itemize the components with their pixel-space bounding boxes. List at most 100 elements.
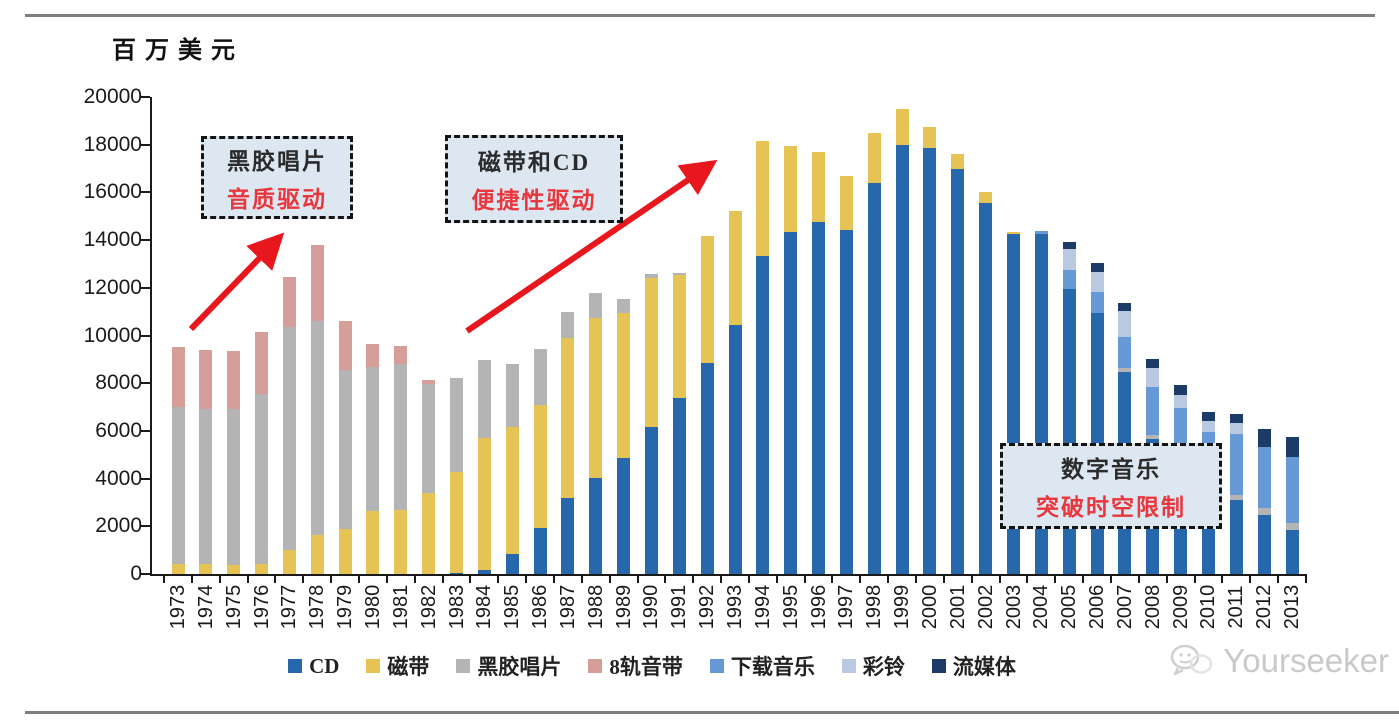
y-axis-tick [141,573,150,575]
y-axis-tick [141,334,150,337]
x-axis-year-label: 1996 [807,584,830,630]
bar-segment-磁带-1975 [227,564,241,574]
bar-segment-磁带-1974 [199,564,213,574]
watermark: Yourseeker [1165,641,1389,681]
bar-segment-磁带-2001 [951,154,965,170]
x-axis-year-label: 1979 [334,584,357,630]
bar-segment-CD-1998 [867,183,881,574]
callout-cd-title: 磁带和CD [477,150,591,175]
x-axis-tick [413,576,416,583]
bar-segment-磁带-1993 [728,211,742,325]
legend-swatch-8轨音带 [588,659,603,673]
x-axis-tick [942,576,945,583]
bar-segment-彩铃-2009 [1174,394,1188,409]
x-axis-tick [1082,576,1085,583]
bar-segment-彩铃-2011 [1229,423,1243,435]
bar-segment-黑胶唱片-1977 [282,327,296,551]
legend-swatch-磁带 [366,659,381,673]
y-axis-tick [141,525,150,528]
bar-segment-黑胶唱片-1991 [672,273,686,276]
x-axis-year-label: 2001 [946,584,969,630]
bar-segment-8轨音带-1977 [282,276,296,328]
x-axis-year-label: 1985 [501,584,524,630]
bar-segment-CD-2013 [1285,529,1299,574]
x-axis-tick [998,576,1001,583]
x-axis-line [150,574,1307,576]
bar-segment-流媒体-2005 [1062,241,1076,250]
bar-segment-黑胶唱片-2008 [1146,434,1160,440]
bar-segment-CD-2001 [951,169,965,574]
x-axis-year-label: 1976 [250,584,273,630]
bar-segment-黑胶唱片-2012 [1257,508,1271,516]
x-axis-year-label: 1993 [724,584,746,630]
x-axis-year-label: 1983 [445,584,468,630]
x-axis-year-label: 1981 [389,584,412,630]
bar-segment-黑胶唱片-1981 [394,363,408,510]
bar-segment-8轨音带-1975 [227,350,241,410]
y-axis-tick-label: 12000 [83,275,142,299]
bar-segment-磁带-1997 [839,175,853,231]
x-axis-tick [692,576,695,583]
bar-segment-磁带-1987 [561,338,575,499]
x-axis-year-label: 1973 [167,584,189,630]
wechat-icon [1171,644,1213,676]
bar-segment-磁带-1998 [867,133,881,184]
bar-segment-8轨音带-1973 [171,347,185,408]
legend-item-黑胶唱片: 黑胶唱片 [456,651,561,681]
bar-segment-黑胶唱片-1989 [617,299,631,313]
x-axis-tick [358,576,361,583]
x-axis-tick [1304,576,1307,583]
x-axis-tick [190,576,193,583]
bar-segment-磁带-1979 [338,528,352,574]
bar-segment-流媒体-2011 [1229,414,1243,424]
y-axis-tick-label: 14000 [83,228,142,252]
bar-segment-下载音乐-2013 [1285,457,1299,524]
chart-legend: CD 磁带 黑胶唱片 8轨音带 下载音乐 彩铃 流媒体 [152,651,1152,681]
bar-segment-磁带-1982 [422,492,436,574]
x-axis-year-label: 2010 [1197,584,1220,630]
bar-segment-流媒体-2013 [1285,437,1299,458]
x-axis-year-label: 1978 [306,584,329,630]
x-axis-tick [887,576,890,583]
x-axis-year-label: 2006 [1086,584,1109,630]
legend-item-磁带: 磁带 [366,651,429,681]
x-axis-year-label: 2002 [974,584,997,630]
x-axis-tick [664,576,667,583]
bar-segment-磁带-1991 [672,275,686,398]
bar-segment-磁带-1986 [533,404,547,529]
y-axis-line [150,97,152,576]
x-axis-year-label: 2008 [1141,584,1164,630]
x-axis-year-label: 1986 [529,584,552,630]
bar-segment-黑胶唱片-1973 [171,407,185,564]
y-axis-tick [141,382,150,385]
x-axis-year-label: 1980 [361,584,384,630]
x-axis-tick [218,576,221,583]
bar-segment-CD-1988 [589,478,603,574]
bar-segment-8轨音带-1980 [366,344,380,368]
x-axis-year-label: 1990 [640,584,663,630]
legend-label: 黑胶唱片 [477,655,562,679]
x-axis-tick [831,576,834,583]
x-axis-tick [385,576,388,583]
x-axis-tick [775,576,778,583]
bar-segment-下载音乐-2012 [1257,446,1271,509]
x-axis-tick [859,576,862,583]
bar-segment-8轨音带-1981 [394,346,408,364]
bar-segment-黑胶唱片-1984 [477,360,491,438]
x-axis-tick [302,576,305,583]
callout-cd-subtitle: 便捷性驱动 [471,188,597,213]
bar-segment-CD-1990 [644,427,658,574]
bar-segment-磁带-1992 [700,235,714,364]
bar-segment-8轨音带-1982 [422,380,436,384]
y-axis-tick [141,477,150,480]
y-axis-tick-label: 20000 [83,85,142,108]
bar-segment-黑胶唱片-2013 [1285,523,1299,530]
bar-segment-彩铃-2006 [1090,271,1104,292]
bar-segment-彩铃-2008 [1146,368,1160,387]
bar-segment-黑胶唱片-1987 [561,312,575,339]
x-axis-tick [246,576,249,583]
legend-label: 流媒体 [952,655,1016,679]
bar-segment-黑胶唱片-1986 [533,349,547,405]
y-axis-tick-label: 0 [130,562,142,585]
bar-segment-流媒体-2007 [1118,303,1132,311]
